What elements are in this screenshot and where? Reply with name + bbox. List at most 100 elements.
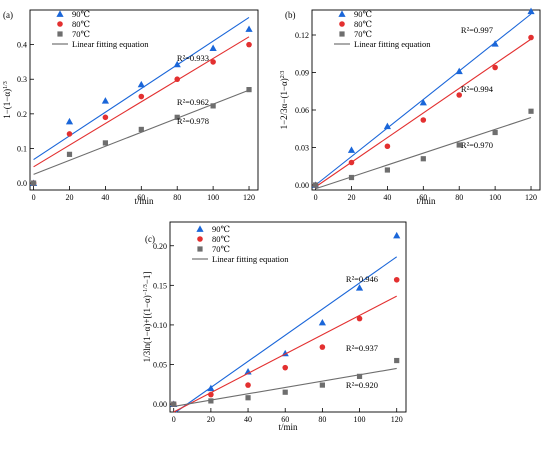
legend-fit-label: Linear fitting equation xyxy=(212,254,289,264)
panel-label: (a) xyxy=(3,10,13,20)
legend-marker xyxy=(196,225,204,232)
data-point xyxy=(246,41,252,48)
data-point xyxy=(102,114,109,121)
series-2: R²=0.920 xyxy=(171,357,400,408)
panel-a: 0 20 40 60 80 100 120 0.0 0.1 0.2 0.3 0.4 (a) t/min 1−… xyxy=(2,9,259,206)
legend-label: 80℃ xyxy=(354,19,372,29)
data-point xyxy=(138,126,144,133)
y-tick-label: 0.2 xyxy=(17,110,27,119)
data-point xyxy=(173,60,181,68)
y-tick-label: 0.06 xyxy=(295,106,309,115)
y-tick-label: 0.3 xyxy=(17,75,27,84)
data-point xyxy=(245,25,253,32)
legend-marker xyxy=(197,236,203,242)
r-squared-label: R²=0.970 xyxy=(461,140,493,150)
legend-marker xyxy=(338,10,346,17)
r-squared-label: R²=0.997 xyxy=(461,25,493,35)
y-axis-label-part: 1−(1−α) xyxy=(2,89,12,119)
r-squared-label: R²=0.937 xyxy=(346,343,378,353)
y-tick-label: 0.03 xyxy=(295,144,309,153)
series-1: R²=0.937 xyxy=(170,276,400,413)
legend-marker xyxy=(339,31,345,37)
data-point xyxy=(384,143,391,150)
x-axis-label: t/min xyxy=(278,422,298,432)
fit-line xyxy=(33,36,250,168)
fit-line xyxy=(315,116,532,190)
x-axis-label: t/min xyxy=(134,196,154,206)
x-tick-label: 80 xyxy=(455,193,463,202)
fit-line xyxy=(33,89,250,175)
x-tick-label: 20 xyxy=(65,193,73,202)
r-squared-label: R²=0.920 xyxy=(346,380,378,390)
y-axis-label-superscript: −1/3 xyxy=(143,284,149,295)
series-1: R²=0.962 xyxy=(30,36,252,186)
x-tick-label: 100 xyxy=(207,193,219,202)
data-point xyxy=(66,131,73,137)
x-tick-label: 40 xyxy=(383,193,391,202)
x-tick-label: 120 xyxy=(243,193,255,202)
y-axis-label: 1−2/3α−(1−α)2/3 xyxy=(279,71,289,130)
x-tick-label: 80 xyxy=(173,193,181,202)
data-point xyxy=(356,315,363,322)
y-tick-label: 0.09 xyxy=(295,69,309,78)
panel-b: 0 20 40 60 80 100 120 0.00 0.03 0.06 0.09 0.12 (b) t/… xyxy=(279,7,541,206)
data-point xyxy=(348,159,355,166)
y-tick-label: 0.1 xyxy=(17,144,27,153)
legend-marker xyxy=(197,246,203,252)
data-point xyxy=(282,389,288,395)
r-squared-label: R²=0.946 xyxy=(346,274,378,284)
data-point xyxy=(492,64,498,71)
fit-line xyxy=(315,38,532,188)
x-axis-label: t/min xyxy=(416,196,436,206)
legend-marker xyxy=(56,10,64,17)
y-axis-label-superscript: 1/3 xyxy=(3,81,9,89)
legend-marker xyxy=(57,31,63,37)
y-tick-label: 0.05 xyxy=(153,361,167,370)
data-point xyxy=(456,142,462,148)
data-point xyxy=(527,7,535,15)
series-1: R²=0.994 xyxy=(312,34,534,188)
data-point xyxy=(174,76,181,83)
y-tick-label: 0.0 xyxy=(17,179,27,188)
x-tick-label: 0 xyxy=(32,193,36,202)
panel-label: (b) xyxy=(285,10,296,20)
plot-frame xyxy=(29,9,259,191)
series-2: R²=0.970 xyxy=(312,108,534,190)
legend-marker xyxy=(57,21,63,27)
data-point xyxy=(209,44,217,51)
y-tick-label: 0.4 xyxy=(17,41,27,50)
data-point xyxy=(174,114,180,120)
series-2: R²=0.978 xyxy=(30,87,252,186)
legend-marker xyxy=(339,21,345,27)
y-axis-label-part: 1/3ln(1−α)+[(1−α) xyxy=(142,295,152,362)
legend-label: 70℃ xyxy=(212,244,230,254)
data-point xyxy=(492,129,498,136)
data-point xyxy=(102,140,109,146)
panel-c: 0 20 40 60 80 100 120 0.00 0.05 0.10 0.15 0.20(c) t/… xyxy=(142,221,407,432)
y-tick-label: 0.20 xyxy=(153,242,167,251)
data-point xyxy=(319,344,326,350)
data-point xyxy=(208,391,214,398)
x-tick-label: 120 xyxy=(391,415,403,424)
data-point xyxy=(491,40,499,47)
data-point xyxy=(319,382,325,388)
x-tick-label: 60 xyxy=(281,415,289,424)
data-point xyxy=(210,59,216,65)
legend-fit-label: Linear fitting equation xyxy=(354,39,431,49)
data-point xyxy=(137,80,145,88)
data-point xyxy=(393,276,400,283)
series-0: R²=0.997 xyxy=(311,7,535,188)
x-tick-label: 0 xyxy=(172,415,176,424)
x-tick-label: 40 xyxy=(244,415,252,424)
data-point xyxy=(419,98,427,106)
legend-label: 70℃ xyxy=(72,29,90,39)
data-point xyxy=(65,117,74,125)
data-point xyxy=(208,398,214,404)
fit-line xyxy=(175,256,398,413)
legend-label: 70℃ xyxy=(354,29,372,39)
y-axis-label-superscript: 2/3 xyxy=(280,71,286,79)
